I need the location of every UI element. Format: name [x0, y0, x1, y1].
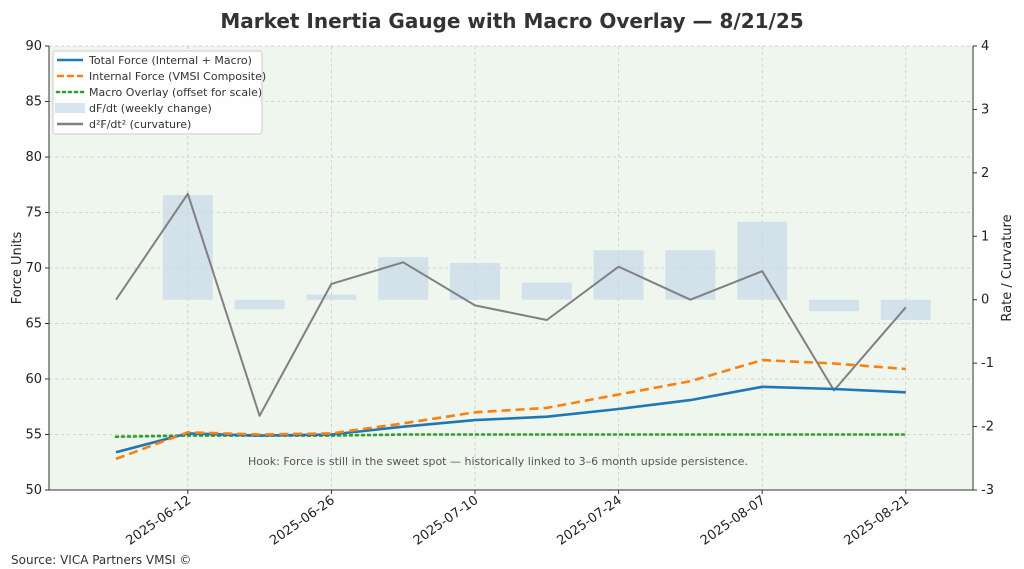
bar-weekly-change [809, 299, 859, 312]
legend-swatch [55, 103, 85, 113]
legend-label: Internal Force (VMSI Composite) [89, 70, 266, 83]
y-axis-label: Force Units [10, 232, 25, 305]
y2-tick-label: -1 [981, 356, 994, 371]
x-tick-label: 2025-06-12 [124, 493, 195, 549]
x-tick-label: 2025-07-24 [554, 493, 625, 549]
y2-tick-label: -2 [981, 420, 994, 435]
chart-title: Market Inertia Gauge with Macro Overlay … [220, 9, 803, 33]
y2-tick-label: 2 [981, 166, 989, 181]
x-tick-label: 2025-08-07 [698, 493, 769, 549]
series-line [115, 385, 906, 454]
y-tick-label: 90 [25, 39, 42, 54]
y-tick-label: 85 [25, 95, 42, 110]
source-text: Source: VICA Partners VMSI © [11, 553, 191, 567]
series-line [115, 192, 907, 417]
bar-weekly-change [521, 282, 572, 300]
y-tick-label: 65 [25, 317, 42, 332]
x-tick-label: 2025-06-26 [267, 493, 338, 549]
legend-label: dF/dt (weekly change) [89, 102, 212, 115]
bar-weekly-change [234, 299, 285, 310]
y2-tick-label: 3 [981, 102, 989, 117]
legend: Total Force (Internal + Macro) Internal F… [52, 50, 266, 135]
y2-tick-label: 0 [981, 293, 989, 308]
legend-label: Macro Overlay (offset for scale) [89, 86, 262, 99]
bar-weekly-change [450, 262, 500, 300]
y2-tick-label: 1 [981, 229, 989, 244]
legend-label: Total Force (Internal + Macro) [88, 54, 252, 67]
y-tick-label: 75 [25, 206, 42, 221]
x-tick-label: 2025-07-10 [411, 493, 482, 549]
x-tick-label: 2025-08-21 [842, 493, 913, 549]
series-lines [114, 192, 908, 461]
bar-weekly-change [306, 294, 357, 300]
legend-box [52, 50, 263, 135]
y-tick-label: 50 [25, 483, 42, 498]
bar-weekly-change [737, 221, 788, 300]
bar-weekly-change [378, 257, 429, 300]
y-tick-label: 55 [25, 428, 42, 443]
weekly-change-bars [162, 195, 931, 321]
annotation-hook: Hook: Force is still in the sweet spot —… [248, 455, 748, 468]
y-tick-label: 70 [25, 261, 42, 276]
y2-tick-label: 4 [981, 39, 989, 54]
y-tick-label: 80 [25, 150, 42, 165]
y-tick-label: 60 [25, 372, 42, 387]
y2-axis-label: Rate / Curvature [1000, 214, 1015, 321]
grid [49, 45, 973, 491]
bar-weekly-change [880, 299, 931, 321]
legend-label: d²F/dt² (curvature) [89, 118, 191, 131]
y2-tick-label: -3 [981, 483, 994, 498]
